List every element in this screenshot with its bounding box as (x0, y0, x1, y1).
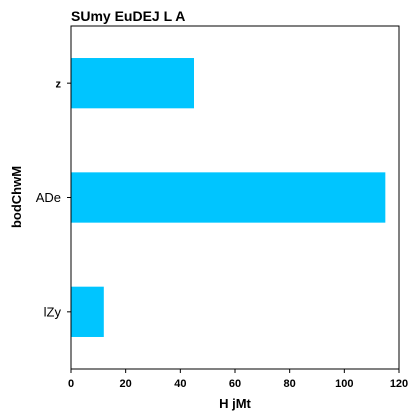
bar-ADe (71, 172, 386, 223)
bars-group (71, 58, 386, 337)
x-tick-label: 100 (335, 378, 353, 390)
x-axis-label: H jMt (219, 396, 251, 411)
y-tick-label: lZy (44, 304, 62, 319)
y-ticks: lZy ADe z (36, 79, 71, 319)
x-tick-label: 80 (284, 378, 296, 390)
y-tick-label: z (56, 79, 62, 91)
chart-title: SUmy EuDEJ L A (71, 8, 185, 24)
bar-z (71, 58, 194, 109)
y-tick-label: ADe (36, 190, 61, 205)
x-tick-label: 0 (68, 378, 74, 390)
x-ticks: 0 20 40 60 80 100 120 (68, 369, 408, 390)
x-tick-label: 60 (229, 378, 241, 390)
y-axis-label: bodChwM (9, 166, 24, 228)
x-tick-label: 20 (120, 378, 132, 390)
x-tick-label: 120 (390, 378, 408, 390)
bar-lZy (71, 286, 104, 337)
x-tick-label: 40 (174, 378, 186, 390)
